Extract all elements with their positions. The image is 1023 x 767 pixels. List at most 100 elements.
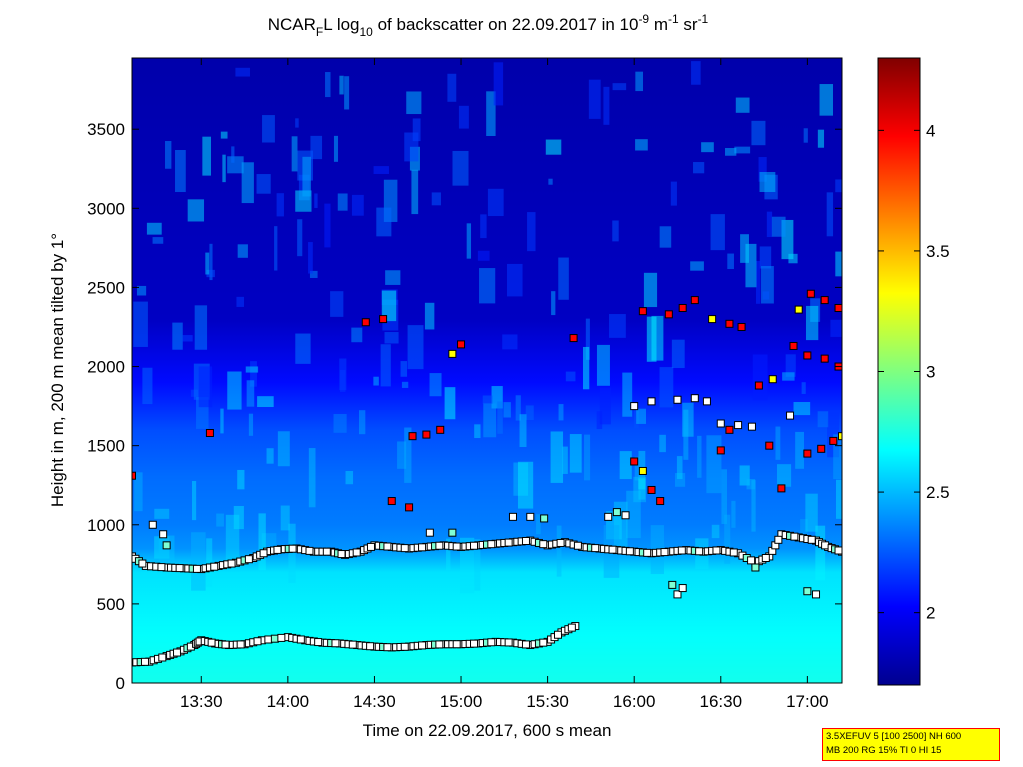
- texture-patch: [220, 408, 224, 434]
- texture-patch: [205, 252, 210, 275]
- layer-point: [539, 540, 548, 549]
- texture-patch: [216, 513, 224, 527]
- layer-point: [751, 563, 760, 572]
- texture-patch: [638, 478, 646, 490]
- texture-patch: [142, 367, 153, 405]
- layer-point: [508, 512, 517, 521]
- texture-patch: [634, 456, 640, 481]
- layer-point: [259, 549, 268, 558]
- layer-point: [708, 315, 717, 324]
- texture-patch: [517, 461, 534, 509]
- texture-patch: [826, 192, 834, 237]
- texture-patch: [266, 448, 274, 464]
- texture-patch: [548, 178, 553, 185]
- plot-area: [132, 58, 842, 683]
- title-part4: m: [649, 15, 668, 34]
- texture-patch: [314, 193, 318, 208]
- layer-point: [712, 546, 721, 555]
- texture-patch: [569, 434, 582, 473]
- layer-point: [337, 550, 346, 559]
- texture-patch: [429, 373, 442, 397]
- title-sub1: F: [316, 25, 323, 39]
- layer-point: [820, 296, 829, 305]
- layer-point: [244, 555, 253, 564]
- texture-patch: [502, 334, 518, 350]
- texture-patch: [424, 302, 435, 330]
- layer-point: [774, 535, 783, 544]
- heatmap-texture: [133, 61, 842, 594]
- texture-patch: [659, 367, 674, 408]
- texture-patch: [800, 519, 808, 540]
- layer-point: [210, 562, 219, 571]
- texture-patch: [740, 234, 749, 263]
- layer-point: [322, 547, 331, 556]
- texture-patch: [206, 269, 215, 278]
- texture-patch: [241, 162, 254, 204]
- texture-patch: [493, 62, 504, 106]
- layer-point: [737, 322, 746, 331]
- layer-point: [361, 318, 370, 327]
- texture-patch: [671, 339, 685, 369]
- layer-point: [408, 432, 417, 441]
- layer-point: [348, 640, 357, 649]
- layer-point: [504, 538, 513, 547]
- texture-patch: [404, 132, 419, 162]
- texture-patch: [373, 376, 379, 386]
- texture-patch: [381, 290, 397, 322]
- texture-patch: [297, 219, 303, 257]
- detected-layer-points: [132, 289, 842, 667]
- layer-point: [352, 548, 361, 557]
- texture-patch: [835, 179, 842, 193]
- texture-patch: [775, 426, 781, 460]
- texture-patch: [805, 493, 818, 532]
- texture-patch: [771, 216, 786, 237]
- texture-patch: [474, 539, 481, 591]
- texture-patch: [643, 272, 658, 308]
- layer-point: [789, 341, 798, 350]
- texture-patch: [830, 319, 842, 337]
- layer-point: [539, 638, 548, 647]
- texture-patch: [446, 538, 451, 571]
- layer-point: [138, 559, 147, 568]
- layer-point: [366, 542, 375, 551]
- texture-patch: [474, 424, 481, 439]
- layer-point: [690, 296, 699, 305]
- texture-patch: [725, 148, 737, 156]
- texture-patch: [308, 242, 313, 274]
- layer-point: [192, 564, 201, 573]
- layer-point: [175, 564, 184, 573]
- layer-point: [405, 503, 414, 512]
- texture-patch: [550, 431, 564, 483]
- texture-patch: [801, 382, 806, 394]
- texture-patch: [721, 469, 728, 524]
- texture-patch: [751, 120, 766, 146]
- texture-patch: [233, 505, 244, 530]
- texture-patch: [815, 525, 826, 581]
- texture-patch: [735, 97, 750, 113]
- texture-patch: [701, 142, 714, 153]
- texture-patch: [835, 479, 842, 519]
- texture-patch: [401, 381, 409, 388]
- texture-patch: [609, 314, 626, 338]
- x-tick-label: 16:30: [700, 692, 743, 711]
- texture-patch: [827, 412, 840, 458]
- texture-patch: [674, 472, 686, 487]
- texture-patch: [584, 434, 591, 481]
- texture-patch: [351, 327, 363, 343]
- texture-patch: [776, 464, 792, 487]
- layer-point: [470, 639, 479, 648]
- layer-point: [664, 310, 673, 319]
- texture-patch: [582, 346, 590, 390]
- texture-patch: [755, 260, 761, 304]
- texture-patch: [406, 91, 422, 115]
- layer-point: [668, 580, 677, 589]
- texture-patch: [622, 372, 633, 417]
- texture-patch: [359, 410, 366, 435]
- colorbar-tick-label: 2: [926, 604, 935, 623]
- texture-patch: [376, 207, 392, 237]
- layer-point: [834, 304, 842, 312]
- layer-point: [643, 548, 652, 557]
- texture-patch: [237, 469, 245, 490]
- texture-patch: [558, 404, 564, 421]
